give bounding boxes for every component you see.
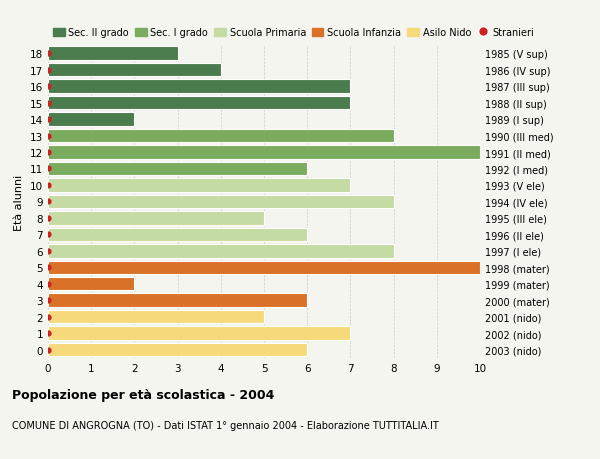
Y-axis label: Età alunni: Età alunni	[14, 174, 25, 230]
Bar	[48, 113, 134, 127]
Legend: Sec. II grado, Sec. I grado, Scuola Primaria, Scuola Infanzia, Asilo Nido, Stran: Sec. II grado, Sec. I grado, Scuola Prim…	[53, 28, 534, 38]
Bar	[48, 179, 350, 192]
Bar	[48, 146, 480, 159]
Text: Popolazione per età scolastica - 2004: Popolazione per età scolastica - 2004	[12, 388, 274, 401]
Bar	[48, 261, 480, 274]
Bar	[48, 277, 134, 291]
Bar	[48, 245, 394, 258]
Text: COMUNE DI ANGROGNA (TO) - Dati ISTAT 1° gennaio 2004 - Elaborazione TUTTITALIA.I: COMUNE DI ANGROGNA (TO) - Dati ISTAT 1° …	[12, 420, 439, 430]
Bar	[48, 294, 307, 307]
Bar	[48, 64, 221, 77]
Bar	[48, 228, 307, 241]
Bar	[48, 97, 350, 110]
Bar	[48, 343, 307, 357]
Bar	[48, 129, 394, 143]
Bar	[48, 80, 350, 94]
Bar	[48, 327, 350, 340]
Bar	[48, 310, 264, 324]
Bar	[48, 47, 178, 61]
Bar	[48, 212, 264, 225]
Bar	[48, 195, 394, 209]
Bar	[48, 162, 307, 176]
